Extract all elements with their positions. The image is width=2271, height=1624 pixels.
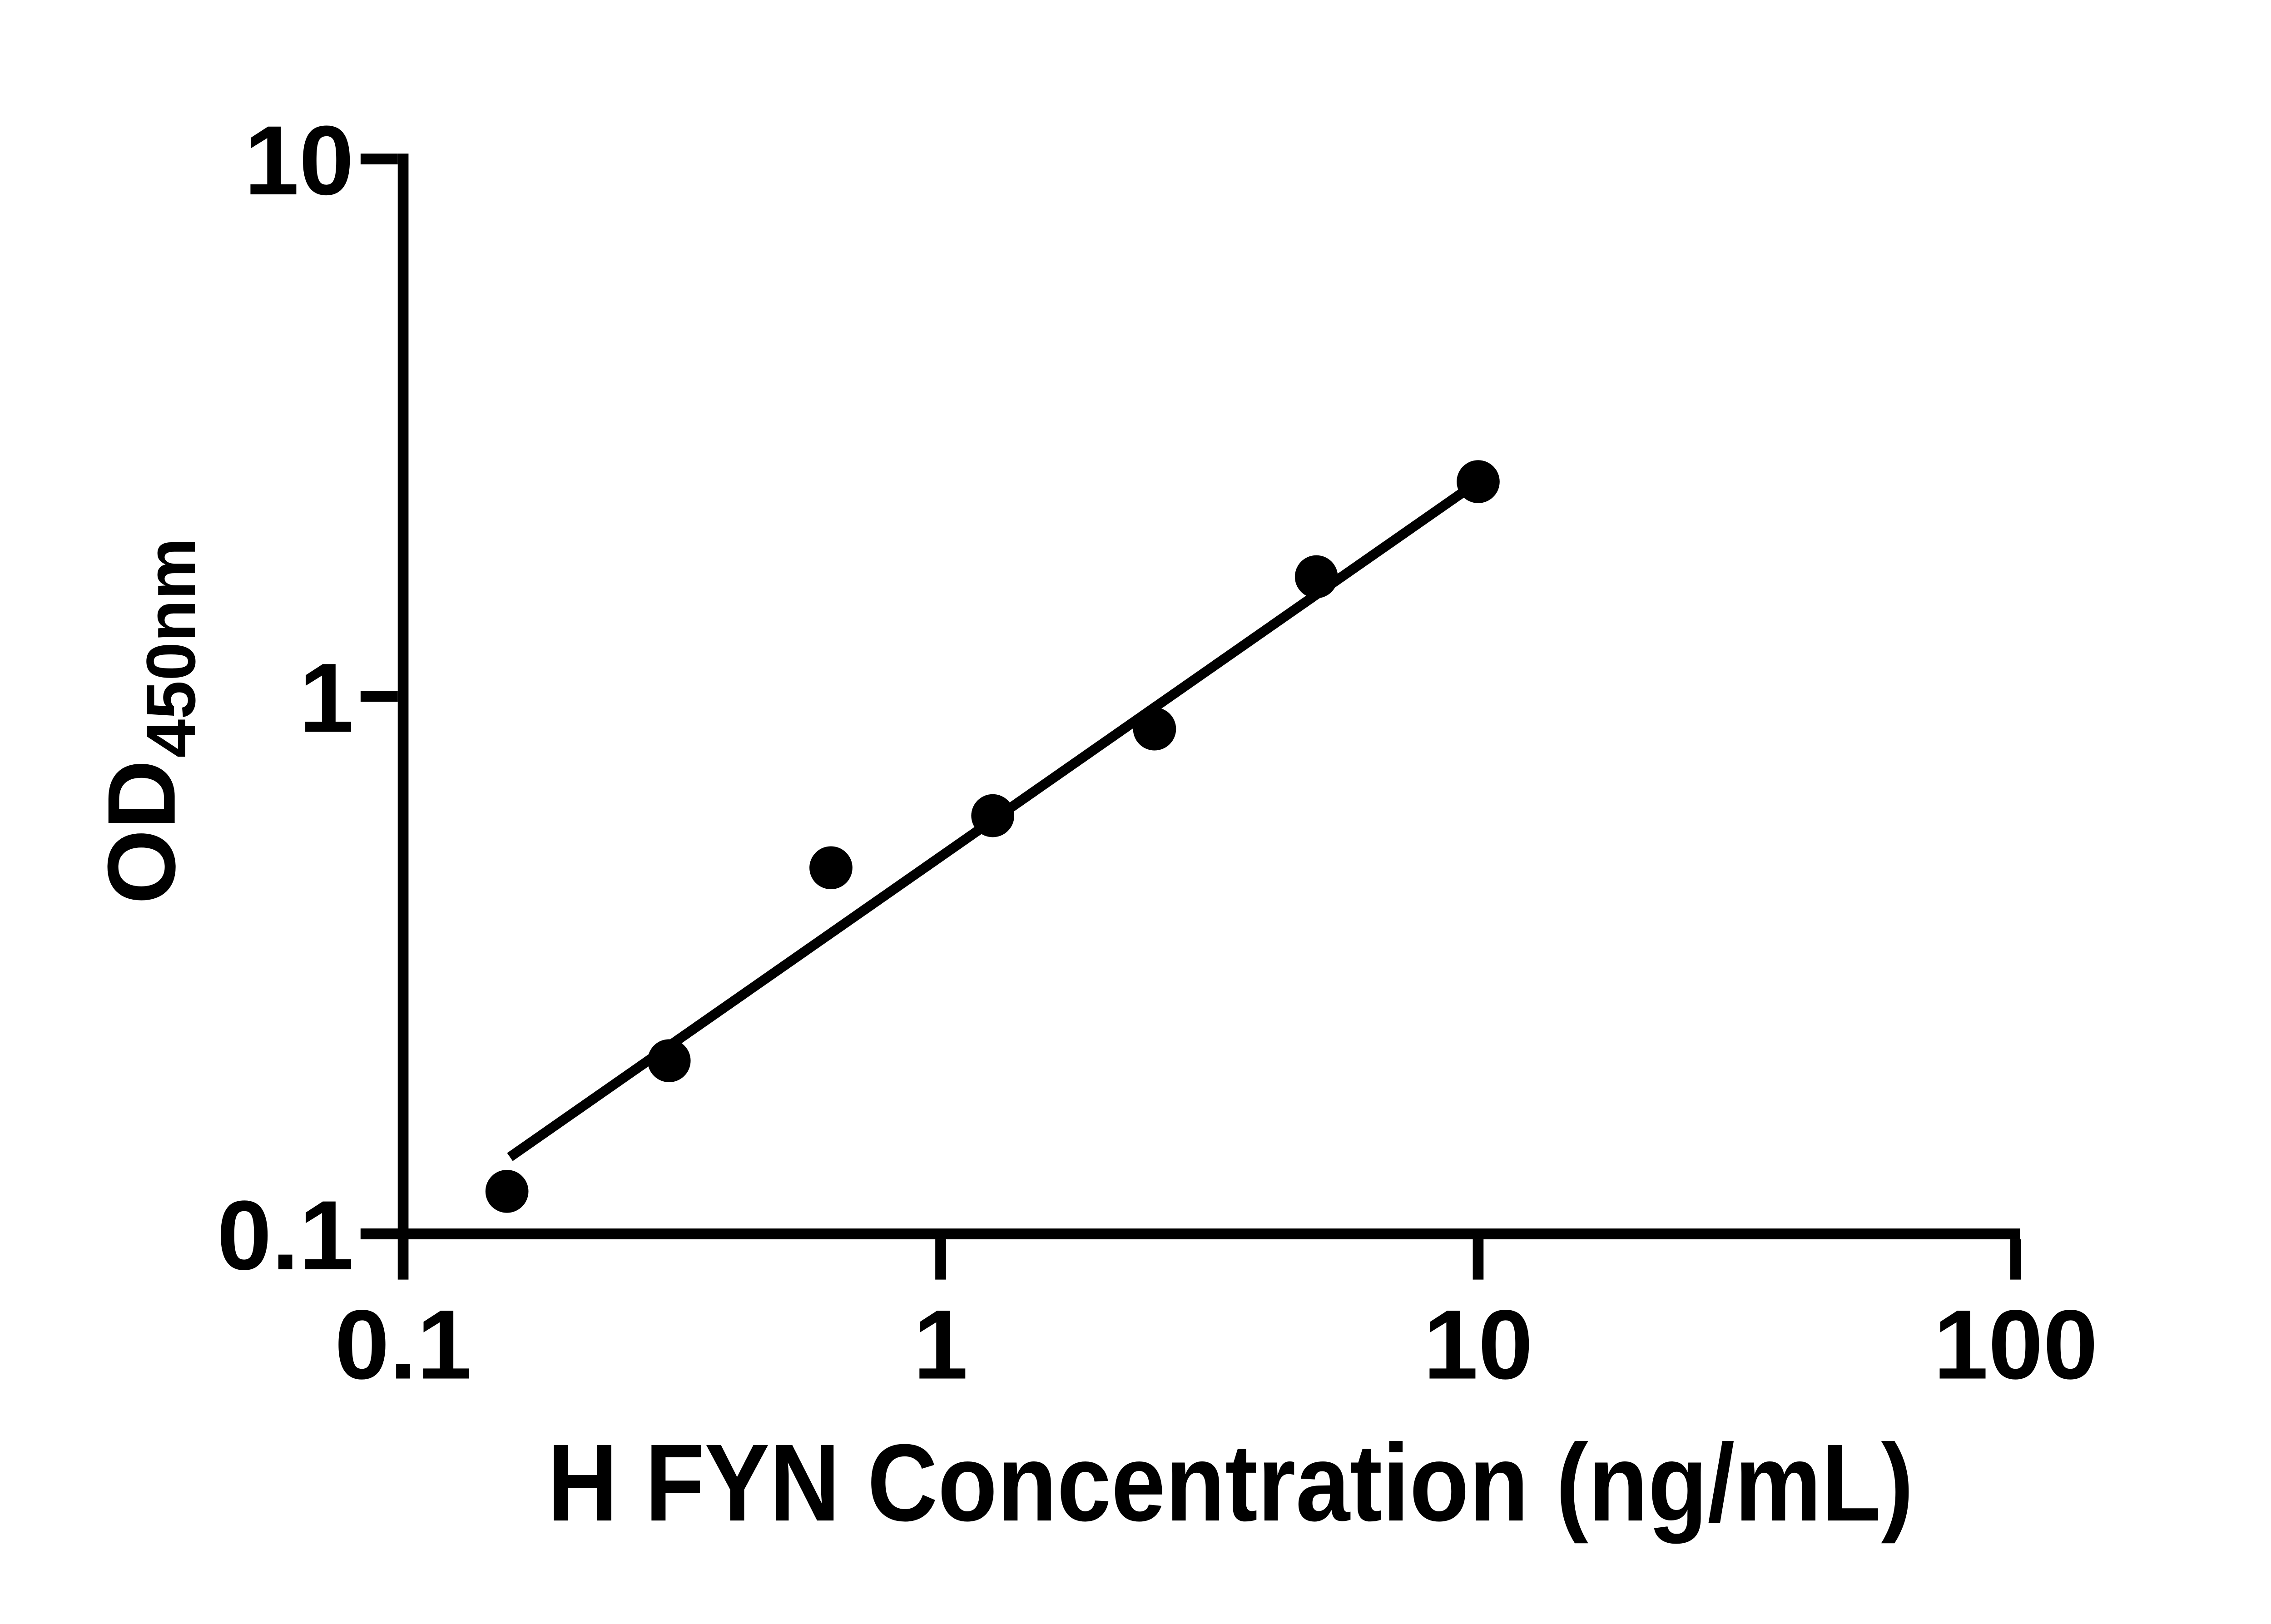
x-tick-label: 1: [913, 1290, 968, 1400]
data-point: [1457, 460, 1500, 503]
y-axis-ticks: 0.1 1 10: [217, 105, 398, 1290]
data-point: [971, 794, 1015, 837]
y-axis-title-subscript: 450nm: [133, 538, 210, 758]
axes: [360, 153, 2020, 1239]
data-point: [1294, 555, 1338, 599]
y-tick-label: 0.1: [217, 1180, 354, 1290]
data-point: [647, 1039, 691, 1083]
y-tick-label: 10: [244, 105, 354, 215]
data-point: [485, 1169, 529, 1213]
data-point: [1133, 707, 1176, 751]
x-tick-label: 100: [1934, 1290, 2098, 1400]
y-axis-title-main: OD: [88, 760, 195, 904]
plot-area: [485, 460, 1500, 1213]
y-tick-label: 1: [299, 643, 354, 753]
x-axis-title: H FYN Concentration (ng/mL): [547, 1421, 1914, 1544]
data-point: [809, 846, 853, 890]
x-tick-label: 10: [1423, 1290, 1533, 1400]
y-axis-title: OD 450nm: [88, 538, 210, 904]
x-axis-ticks: 0.1 1 10 100: [335, 1239, 2098, 1400]
x-tick-label: 0.1: [335, 1290, 472, 1400]
